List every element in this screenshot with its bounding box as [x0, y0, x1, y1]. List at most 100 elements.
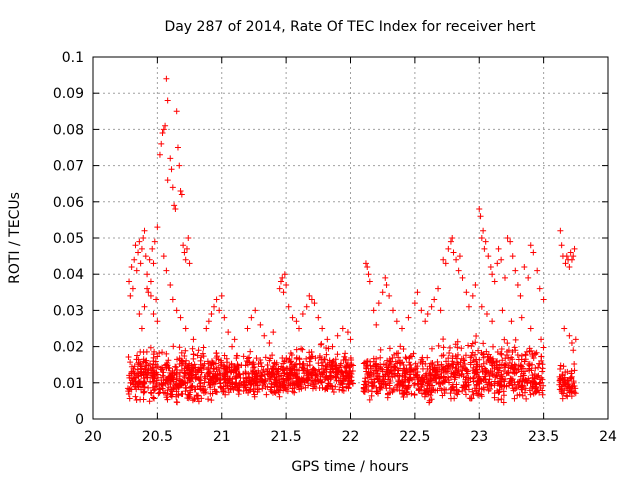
- data-point: [150, 260, 157, 267]
- data-point: [561, 325, 568, 332]
- data-point: [319, 371, 326, 378]
- data-point: [462, 391, 469, 398]
- data-point: [535, 372, 542, 379]
- x-tick-label: 23.5: [528, 429, 559, 445]
- data-point: [273, 366, 280, 373]
- data-point: [528, 361, 535, 368]
- data-point: [151, 238, 158, 245]
- data-point: [461, 357, 468, 364]
- data-point: [498, 396, 505, 403]
- y-tick-label: 0.08: [53, 122, 84, 138]
- data-point: [483, 311, 490, 318]
- data-point: [308, 353, 315, 360]
- data-point: [253, 375, 260, 382]
- data-point: [495, 389, 502, 396]
- data-point: [464, 368, 471, 375]
- data-point: [296, 386, 303, 393]
- data-point: [285, 303, 292, 310]
- data-point: [526, 345, 533, 352]
- x-tick-label: 20: [84, 429, 102, 445]
- data-point: [478, 393, 485, 400]
- data-point: [534, 267, 541, 274]
- data-point: [379, 368, 386, 375]
- data-point: [403, 355, 410, 362]
- data-point: [178, 362, 185, 369]
- data-point: [162, 122, 169, 129]
- data-point: [306, 362, 313, 369]
- data-point: [428, 345, 435, 352]
- data-point: [435, 342, 442, 349]
- data-point: [332, 383, 339, 390]
- data-point: [394, 386, 401, 393]
- data-point: [278, 363, 285, 370]
- data-point: [283, 357, 290, 364]
- data-point: [338, 360, 345, 367]
- data-point: [284, 372, 291, 379]
- data-point: [493, 372, 500, 379]
- data-point: [212, 360, 219, 367]
- data-point: [508, 318, 515, 325]
- data-point: [459, 274, 466, 281]
- data-point: [411, 391, 418, 398]
- data-point: [131, 256, 138, 263]
- data-point: [261, 380, 268, 387]
- data-point: [171, 202, 178, 209]
- data-point: [386, 360, 393, 367]
- data-point: [499, 357, 506, 364]
- y-tick-label: 0.1: [62, 50, 84, 66]
- data-point: [383, 282, 390, 289]
- data-point: [258, 363, 265, 370]
- data-point: [418, 390, 425, 397]
- data-point: [339, 325, 346, 332]
- data-point: [189, 368, 196, 375]
- data-point: [216, 307, 223, 314]
- data-point: [199, 350, 206, 357]
- data-point: [395, 354, 402, 361]
- data-point: [326, 357, 333, 364]
- data-point: [525, 274, 532, 281]
- data-point: [224, 359, 231, 366]
- data-point: [502, 274, 508, 281]
- data-point: [532, 365, 539, 372]
- data-point: [205, 396, 212, 403]
- data-point: [205, 364, 212, 371]
- data-point: [291, 370, 298, 377]
- data-point: [451, 371, 458, 378]
- data-point: [442, 260, 449, 267]
- data-point: [186, 260, 193, 267]
- data-point: [299, 311, 306, 318]
- data-point: [472, 351, 479, 358]
- data-point: [236, 380, 243, 387]
- data-point: [200, 387, 207, 394]
- data-point: [180, 242, 187, 249]
- data-point: [334, 332, 341, 339]
- data-point: [257, 356, 264, 363]
- data-point: [571, 367, 578, 374]
- data-point: [148, 367, 155, 374]
- data-point: [267, 355, 274, 362]
- data-point: [386, 292, 393, 299]
- data-point: [164, 177, 171, 184]
- data-point: [563, 392, 570, 399]
- data-point: [437, 374, 444, 381]
- data-point: [218, 292, 225, 299]
- data-point: [208, 397, 215, 404]
- data-point: [305, 370, 312, 377]
- data-point: [468, 343, 475, 350]
- data-point: [525, 375, 532, 382]
- data-point: [446, 365, 453, 372]
- x-tick-label: 23: [470, 429, 488, 445]
- data-point: [405, 314, 412, 321]
- data-point: [169, 296, 176, 303]
- data-point: [527, 391, 534, 398]
- data-point: [246, 354, 253, 361]
- data-point: [194, 352, 201, 359]
- data-point: [201, 379, 208, 386]
- data-point: [340, 387, 347, 394]
- data-point: [259, 373, 266, 380]
- data-point: [483, 359, 490, 366]
- data-point: [384, 376, 391, 383]
- data-point: [523, 395, 530, 402]
- data-point: [343, 356, 350, 363]
- data-point: [454, 351, 461, 358]
